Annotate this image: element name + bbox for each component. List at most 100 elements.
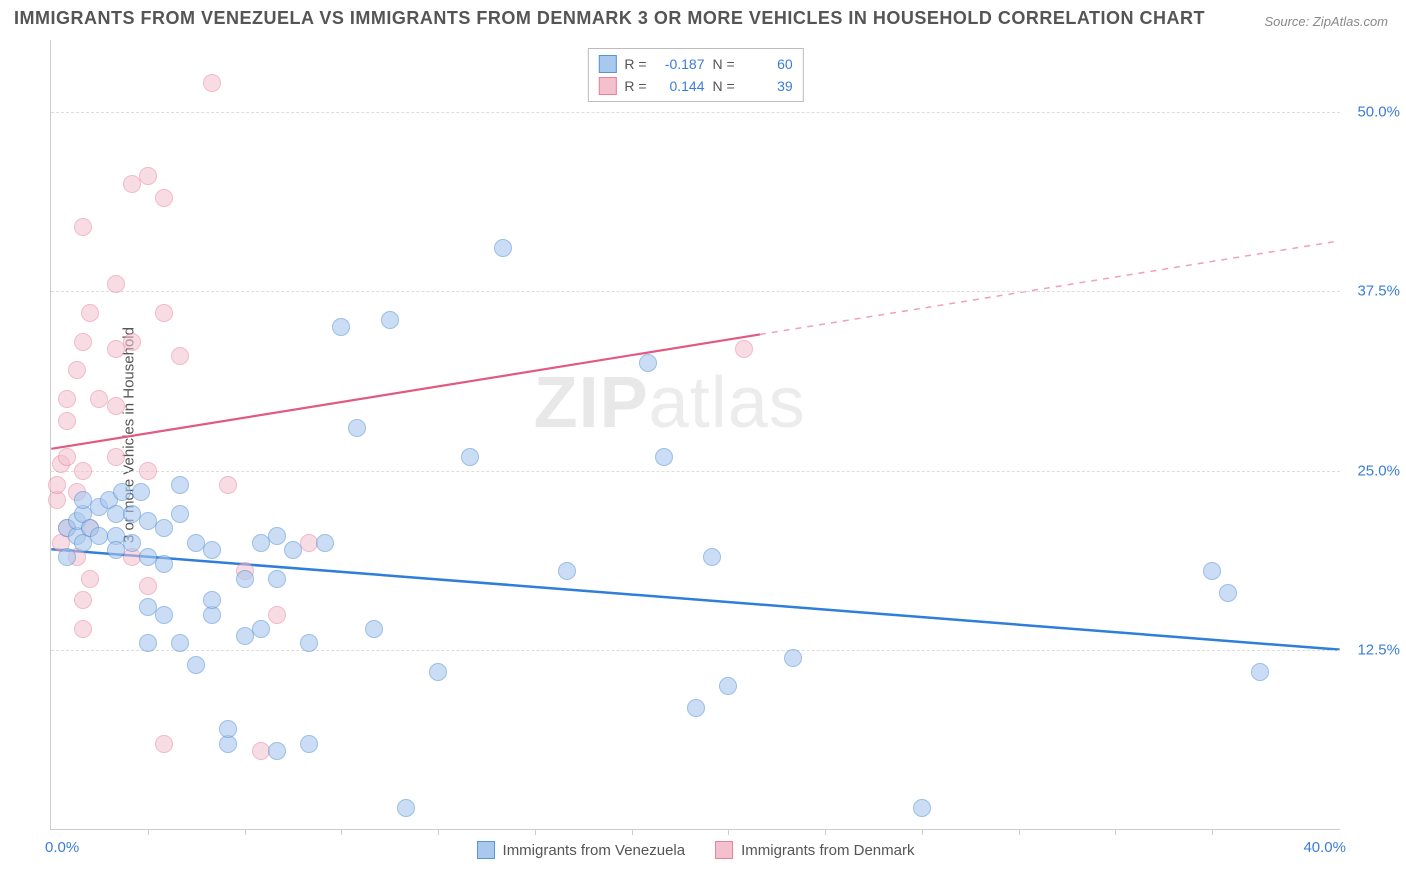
data-point-denmark	[74, 620, 92, 638]
data-point-venezuela	[397, 799, 415, 817]
data-point-denmark	[68, 361, 86, 379]
x-axis-labels: 0.0% 40.0%	[51, 839, 1340, 859]
data-point-denmark	[58, 412, 76, 430]
data-point-venezuela	[155, 606, 173, 624]
y-tick-label: 37.5%	[1357, 283, 1400, 300]
data-point-venezuela	[913, 799, 931, 817]
x-tick-max: 40.0%	[1303, 839, 1346, 856]
data-point-denmark	[139, 577, 157, 595]
gridline	[51, 471, 1340, 472]
x-tick-mark	[728, 829, 729, 835]
legend-row-denmark: R = 0.144 N = 39	[598, 75, 792, 97]
data-point-denmark	[107, 448, 125, 466]
data-point-venezuela	[171, 634, 189, 652]
y-tick-label: 12.5%	[1357, 642, 1400, 659]
r-label: R =	[624, 56, 646, 72]
data-point-venezuela	[155, 555, 173, 573]
data-point-venezuela	[268, 742, 286, 760]
x-tick-mark	[245, 829, 246, 835]
data-point-venezuela	[171, 505, 189, 523]
plot-area: 3 or more Vehicles in Household ZIPatlas…	[50, 40, 1340, 830]
data-point-denmark	[48, 476, 66, 494]
r-label: R =	[624, 78, 646, 94]
data-point-venezuela	[58, 548, 76, 566]
data-point-venezuela	[381, 311, 399, 329]
data-point-venezuela	[348, 419, 366, 437]
chart-container: IMMIGRANTS FROM VENEZUELA VS IMMIGRANTS …	[0, 0, 1406, 892]
data-point-denmark	[123, 333, 141, 351]
data-point-denmark	[58, 390, 76, 408]
watermark: ZIPatlas	[534, 362, 806, 444]
trendline-extrapolated	[760, 241, 1340, 335]
data-point-denmark	[107, 397, 125, 415]
r-value-denmark: 0.144	[655, 78, 705, 94]
data-point-venezuela	[203, 591, 221, 609]
data-point-denmark	[74, 462, 92, 480]
data-point-denmark	[735, 340, 753, 358]
data-point-venezuela	[155, 519, 173, 537]
data-point-venezuela	[284, 541, 302, 559]
x-tick-mark	[632, 829, 633, 835]
data-point-venezuela	[268, 570, 286, 588]
data-point-venezuela	[316, 534, 334, 552]
n-label: N =	[713, 78, 735, 94]
data-point-venezuela	[252, 620, 270, 638]
data-point-denmark	[81, 570, 99, 588]
gridline	[51, 291, 1340, 292]
data-point-denmark	[155, 189, 173, 207]
data-point-venezuela	[784, 649, 802, 667]
data-point-venezuela	[203, 541, 221, 559]
data-point-venezuela	[703, 548, 721, 566]
n-value-venezuela: 60	[743, 56, 793, 72]
n-value-denmark: 39	[743, 78, 793, 94]
data-point-venezuela	[1219, 584, 1237, 602]
data-point-denmark	[139, 462, 157, 480]
source-attribution: Source: ZipAtlas.com	[1264, 14, 1388, 29]
swatch-venezuela	[598, 55, 616, 73]
data-point-venezuela	[461, 448, 479, 466]
data-point-venezuela	[268, 527, 286, 545]
trendline	[51, 334, 760, 448]
x-tick-mark	[825, 829, 826, 835]
watermark-light: atlas	[649, 363, 806, 443]
x-tick-mark	[1019, 829, 1020, 835]
legend-row-venezuela: R = -0.187 N = 60	[598, 53, 792, 75]
data-point-venezuela	[139, 634, 157, 652]
swatch-denmark	[598, 77, 616, 95]
data-point-denmark	[155, 304, 173, 322]
chart-title: IMMIGRANTS FROM VENEZUELA VS IMMIGRANTS …	[14, 8, 1205, 29]
data-point-venezuela	[558, 562, 576, 580]
data-point-venezuela	[187, 656, 205, 674]
x-tick-mark	[438, 829, 439, 835]
gridline	[51, 112, 1340, 113]
data-point-venezuela	[1251, 663, 1269, 681]
n-label: N =	[713, 56, 735, 72]
data-point-denmark	[107, 275, 125, 293]
data-point-venezuela	[1203, 562, 1221, 580]
data-point-venezuela	[219, 720, 237, 738]
data-point-venezuela	[300, 735, 318, 753]
data-point-venezuela	[113, 483, 131, 501]
x-tick-mark	[341, 829, 342, 835]
data-point-venezuela	[332, 318, 350, 336]
data-point-venezuela	[494, 239, 512, 257]
x-tick-mark	[1212, 829, 1213, 835]
data-point-venezuela	[429, 663, 447, 681]
data-point-venezuela	[365, 620, 383, 638]
data-point-venezuela	[300, 634, 318, 652]
data-point-denmark	[139, 167, 157, 185]
data-point-denmark	[74, 333, 92, 351]
data-point-venezuela	[171, 476, 189, 494]
data-point-denmark	[74, 591, 92, 609]
data-point-venezuela	[639, 354, 657, 372]
y-tick-label: 50.0%	[1357, 103, 1400, 120]
data-point-denmark	[268, 606, 286, 624]
r-value-venezuela: -0.187	[655, 56, 705, 72]
data-point-venezuela	[132, 483, 150, 501]
y-tick-label: 25.0%	[1357, 462, 1400, 479]
x-tick-mark	[535, 829, 536, 835]
x-tick-mark	[148, 829, 149, 835]
watermark-bold: ZIP	[534, 363, 649, 443]
data-point-denmark	[81, 304, 99, 322]
data-point-venezuela	[655, 448, 673, 466]
